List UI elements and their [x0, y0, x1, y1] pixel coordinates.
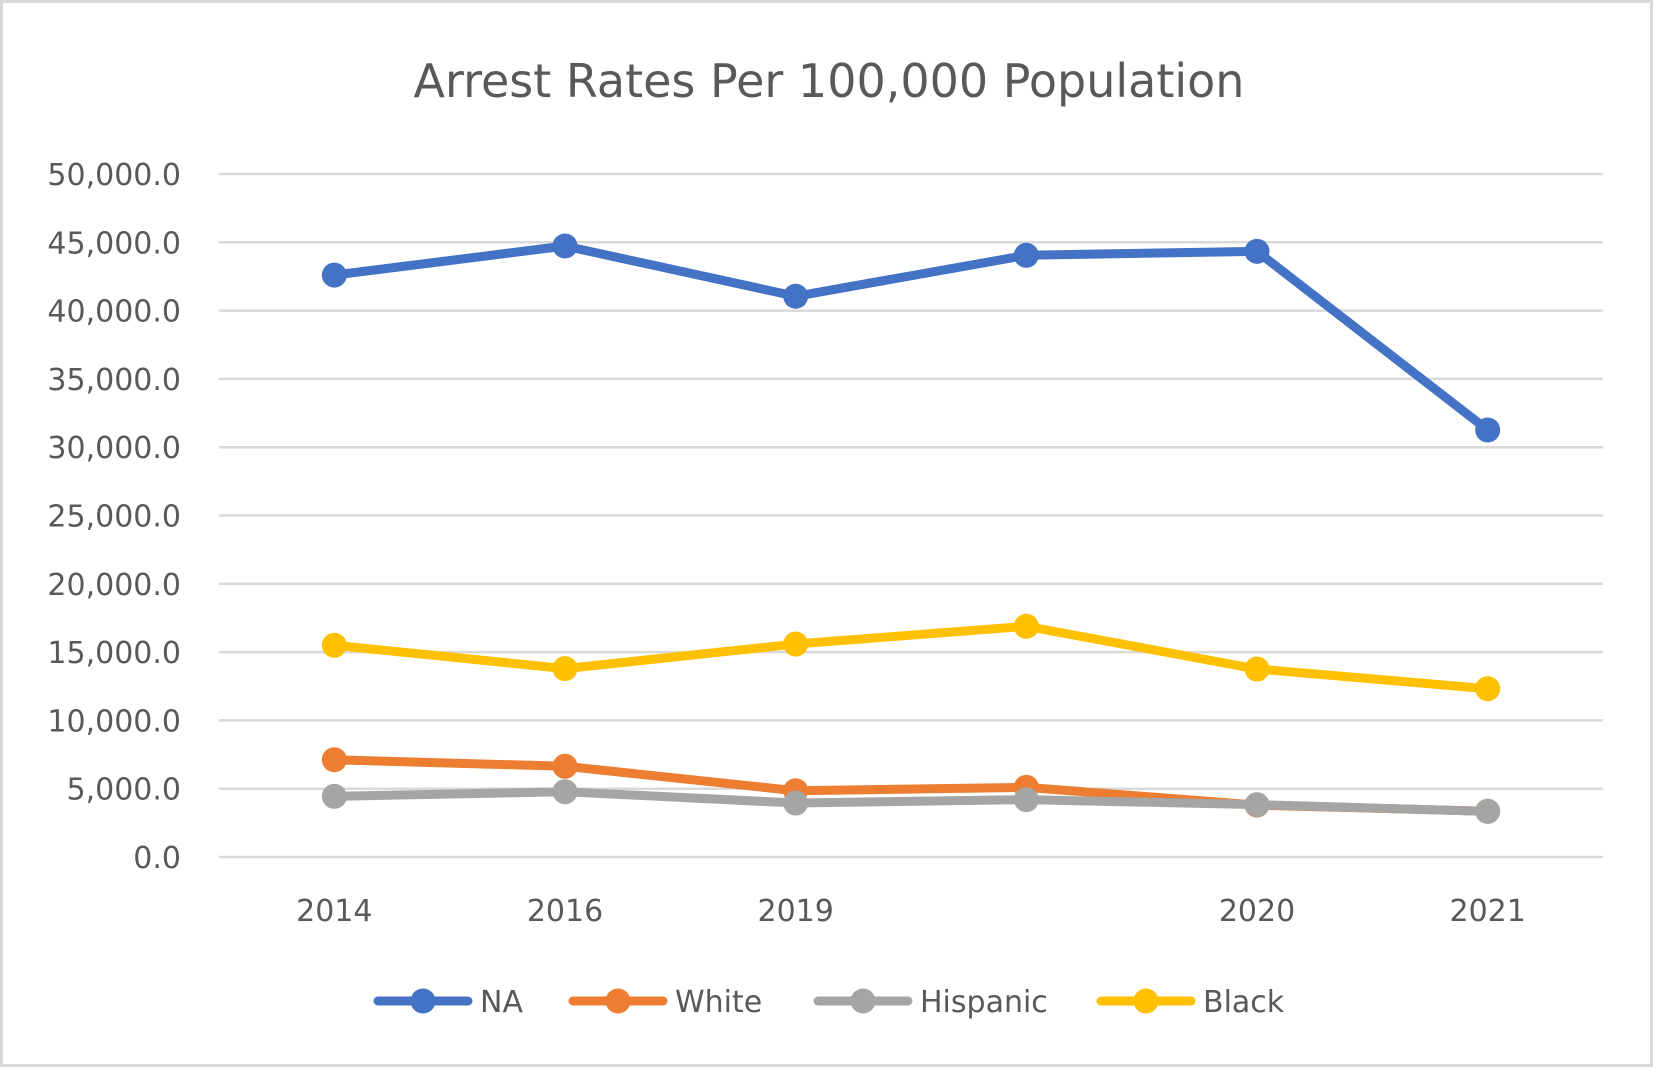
data-point-hispanic — [321, 783, 347, 809]
legend-marker-icon — [1133, 988, 1159, 1014]
data-point-na — [1244, 238, 1270, 264]
x-tick-label: 2019 — [757, 894, 833, 929]
data-point-hispanic — [1475, 798, 1501, 824]
y-tick-label: 0.0 — [133, 841, 181, 876]
data-point-na — [552, 233, 578, 259]
x-tick-label: 2020 — [1219, 894, 1295, 929]
y-tick-label: 15,000.0 — [47, 636, 181, 671]
data-point-na — [1013, 242, 1039, 268]
data-point-white — [321, 747, 347, 773]
legend: NA White Hispanic Black — [373, 985, 1285, 1020]
y-tick-label: 20,000.0 — [47, 568, 181, 603]
data-point-na — [783, 283, 809, 309]
gridlines — [219, 172, 1603, 859]
legend-item-black[interactable]: Black — [1096, 985, 1285, 1020]
series-line-hispanic — [329, 787, 1493, 816]
series-line-na — [329, 241, 1493, 435]
x-tick-label: 2021 — [1449, 894, 1525, 929]
legend-item-na[interactable]: NA — [373, 985, 523, 1020]
series-white — [321, 747, 1501, 824]
x-axis-tick-labels: 2014 2016 2019 2020 2021 — [296, 894, 1526, 929]
y-tick-label: 45,000.0 — [47, 226, 181, 261]
legend-label: Black — [1203, 985, 1285, 1020]
chart-title: Arrest Rates Per 100,000 Population — [414, 54, 1245, 108]
data-point-black — [1013, 613, 1039, 639]
data-point-white — [552, 753, 578, 779]
y-axis-tick-labels: 0.0 5,000.0 10,000.0 15,000.0 20,000.0 25,000… — [47, 158, 181, 876]
data-point-black — [1475, 676, 1501, 702]
y-tick-label: 30,000.0 — [47, 431, 181, 466]
line-chart: Arrest Rates Per 100,000 Population 0.0 5… — [47, 54, 1603, 1020]
x-tick-label: 2016 — [527, 894, 603, 929]
x-tick-label: 2014 — [296, 894, 372, 929]
legend-item-white[interactable]: White — [568, 985, 762, 1020]
legend-label: NA — [480, 985, 523, 1020]
data-point-hispanic — [783, 790, 809, 816]
series-hispanic — [321, 779, 1501, 824]
y-tick-label: 5,000.0 — [66, 773, 181, 808]
data-point-hispanic — [1013, 787, 1039, 813]
legend-label: White — [675, 985, 762, 1020]
legend-item-hispanic[interactable]: Hispanic — [813, 985, 1048, 1020]
series-layer — [321, 233, 1501, 824]
data-point-black — [552, 656, 578, 682]
data-point-black — [321, 632, 347, 658]
y-tick-label: 10,000.0 — [47, 704, 181, 739]
data-point-black — [783, 631, 809, 657]
data-point-black — [1244, 656, 1270, 682]
data-point-hispanic — [552, 779, 578, 805]
legend-marker-icon — [410, 988, 436, 1014]
legend-label: Hispanic — [920, 985, 1048, 1020]
y-tick-label: 40,000.0 — [47, 295, 181, 330]
series-line-black — [329, 621, 1493, 694]
y-tick-label: 35,000.0 — [47, 363, 181, 398]
y-tick-label: 25,000.0 — [47, 500, 181, 535]
y-tick-label: 50,000.0 — [47, 158, 181, 193]
data-point-hispanic — [1244, 792, 1270, 818]
legend-marker-icon — [850, 988, 876, 1014]
data-point-na — [321, 262, 347, 288]
series-black — [321, 613, 1501, 702]
series-na — [321, 233, 1501, 443]
data-point-na — [1475, 417, 1501, 443]
legend-marker-icon — [605, 988, 631, 1014]
